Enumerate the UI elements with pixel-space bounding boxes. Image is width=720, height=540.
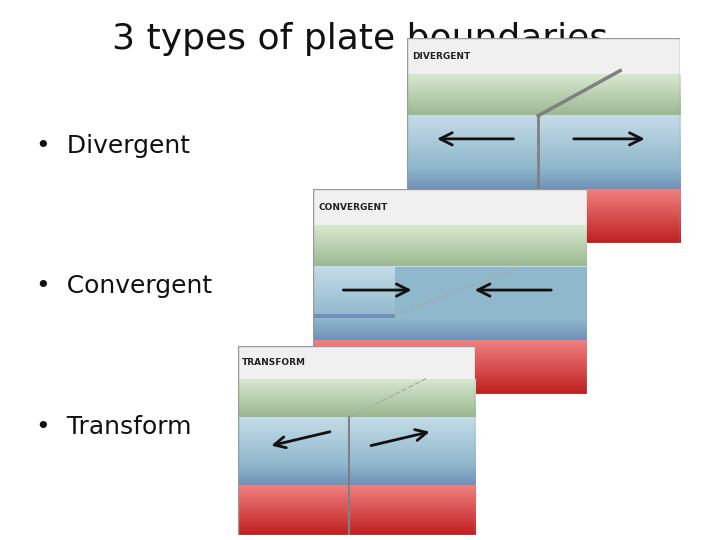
Text: DIVERGENT: DIVERGENT (413, 52, 471, 61)
Polygon shape (395, 267, 587, 318)
Bar (238, 346, 475, 380)
Bar (407, 38, 680, 75)
Text: CONVERGENT: CONVERGENT (319, 203, 388, 212)
Polygon shape (313, 314, 395, 318)
Text: TRANSFORM: TRANSFORM (243, 358, 306, 367)
Text: •  Divergent: • Divergent (36, 134, 190, 158)
Text: 3 types of plate boundaries: 3 types of plate boundaries (112, 22, 608, 56)
Text: •  Convergent: • Convergent (36, 274, 212, 298)
Bar (313, 189, 587, 226)
Text: •  Transform: • Transform (36, 415, 192, 438)
